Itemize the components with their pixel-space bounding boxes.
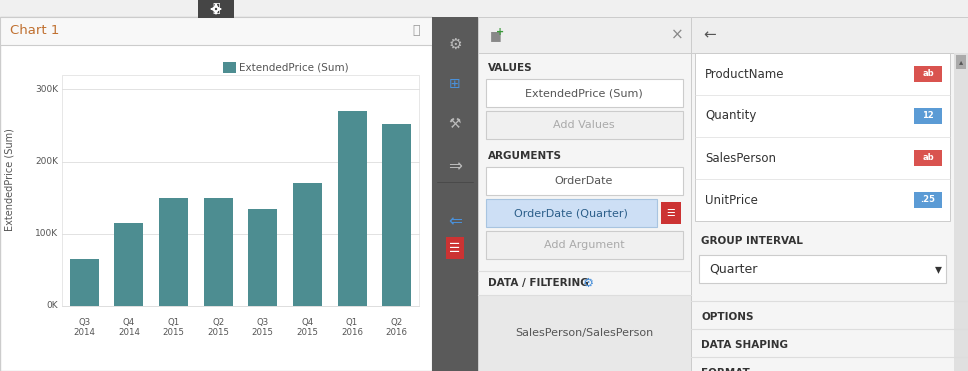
Bar [198,0,234,18]
Text: SalesPerson/SalesPerson: SalesPerson/SalesPerson [515,328,653,338]
Bar [486,199,657,227]
Bar [223,62,235,73]
Bar [62,75,419,306]
Text: 12: 12 [923,112,934,121]
Text: ⧉: ⧉ [412,24,420,37]
Text: UnitPrice: UnitPrice [705,194,758,207]
Text: 0K: 0K [46,302,58,311]
Bar [699,255,946,283]
Text: OrderDate (Quarter): OrderDate (Quarter) [514,208,628,218]
Text: Add Argument: Add Argument [544,240,624,250]
Bar [478,295,691,371]
Text: Q4
2014: Q4 2014 [118,318,140,337]
Bar [954,53,968,371]
Text: ▴: ▴ [959,58,963,66]
Bar [695,53,950,221]
Text: 200K: 200K [35,157,58,166]
Text: ⇐: ⇐ [448,212,462,230]
Text: Q2
2015: Q2 2015 [207,318,229,337]
Text: ⚙: ⚙ [448,37,462,52]
Bar [486,79,683,107]
Text: SalesPerson: SalesPerson [705,151,776,164]
Bar [486,111,683,139]
Text: 100K: 100K [35,229,58,238]
Text: .25: .25 [921,196,935,204]
Bar [432,17,478,371]
Text: Add Values: Add Values [553,120,615,130]
Text: ⚒: ⚒ [449,117,461,131]
Text: Quarter: Quarter [709,263,757,276]
Text: Q1
2016: Q1 2016 [341,318,363,337]
Text: GROUP INTERVAL: GROUP INTERVAL [701,236,802,246]
Bar [956,55,966,69]
Bar [486,231,683,259]
Text: ■: ■ [490,29,501,42]
Text: ExtendedPrice (Sum): ExtendedPrice (Sum) [239,62,348,72]
Bar [661,202,681,224]
Text: Q1
2015: Q1 2015 [163,318,185,337]
Bar [914,108,942,124]
Bar [914,192,942,208]
Bar [203,198,232,306]
Bar [159,198,188,306]
Text: Q3
2015: Q3 2015 [252,318,274,337]
Text: VALUES: VALUES [488,63,532,73]
Text: DATA SHAPING: DATA SHAPING [701,340,788,350]
Bar [0,17,432,371]
Text: ab: ab [923,154,934,162]
Bar [478,17,691,371]
Text: FORMAT: FORMAT [701,368,750,371]
Text: ⇒: ⇒ [448,157,462,175]
Text: Q4
2015: Q4 2015 [296,318,318,337]
Text: +: + [496,27,504,37]
Text: ☰: ☰ [667,208,676,218]
Text: ⊞: ⊞ [449,77,461,91]
Text: Quantity: Quantity [705,109,756,122]
Text: ExtendedPrice (Sum): ExtendedPrice (Sum) [525,88,643,98]
Bar [446,237,464,259]
Bar [914,66,942,82]
Bar [249,209,277,306]
Bar [486,167,683,195]
Text: 300K: 300K [35,85,58,94]
Text: OPTIONS: OPTIONS [701,312,753,322]
Text: DATA / FILTERING: DATA / FILTERING [488,278,589,288]
Text: ×: × [671,27,683,43]
Text: ExtendedPrice (Sum): ExtendedPrice (Sum) [5,129,15,232]
Text: ARGUMENTS: ARGUMENTS [488,151,562,161]
Text: Chart 1: Chart 1 [10,24,59,37]
Text: ProductName: ProductName [705,68,784,81]
Text: ▾: ▾ [934,262,942,276]
Text: ⚙: ⚙ [583,276,594,289]
Text: Q2
2016: Q2 2016 [385,318,408,337]
Bar [114,223,143,306]
Bar [293,183,322,306]
Text: OrderDate: OrderDate [555,176,613,186]
Text: ☰: ☰ [449,242,461,255]
Bar [691,17,968,53]
Bar [382,124,411,306]
Text: ←: ← [703,27,715,43]
Bar [478,17,691,53]
Text: ⬜: ⬜ [212,3,220,16]
Bar [691,17,968,371]
Text: ab: ab [923,69,934,79]
Bar [914,150,942,166]
Bar [0,17,432,45]
Bar [338,111,367,306]
Bar [70,259,99,306]
Text: Q3
2014: Q3 2014 [74,318,95,337]
